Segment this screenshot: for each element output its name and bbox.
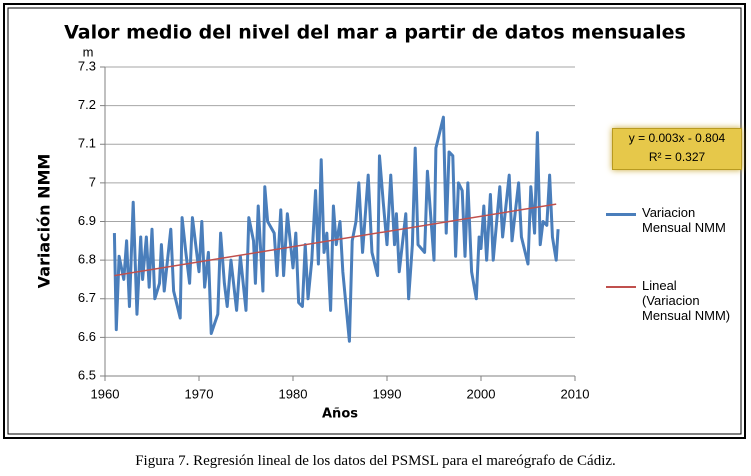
legend-entry: Variacion Mensual NMM (606, 205, 736, 235)
y-tick-label: 7.1 (78, 136, 96, 151)
chart-title: Valor medio del nivel del mar a partir d… (64, 22, 686, 44)
legend-label: Variacion Mensual NMM (642, 205, 726, 235)
y-axis-label: Variación NMM (35, 154, 54, 289)
series-line (114, 203, 557, 277)
legend-label: Lineal (Variacion Mensual NMM) (642, 278, 731, 323)
x-axis-label: Años (322, 407, 358, 422)
x-tick-label: 2000 (467, 386, 496, 401)
series-line (112, 115, 560, 343)
outer-frame (3, 3, 746, 439)
caption: Figura 7. Regresión lineal de los datos … (135, 453, 616, 469)
regression-annotation: y = 0.003x - 0.804 R² = 0.327 (612, 128, 742, 170)
legend-swatch (606, 286, 636, 288)
y-tick-label: 7.3 (78, 58, 96, 73)
x-tick-label: 1990 (373, 386, 402, 401)
x-tick-label: 2010 (561, 386, 590, 401)
y-tick-label: 7 (89, 174, 96, 189)
y-tick-label: 7.2 (78, 97, 96, 112)
x-tick-label: 1960 (91, 386, 120, 401)
legend-swatch (606, 213, 636, 216)
y-tick-label: 6.9 (78, 213, 96, 228)
y-tick-label: 6.6 (78, 329, 96, 344)
annotation-line: y = 0.003x - 0.804 (628, 131, 726, 145)
y-unit: m (83, 44, 94, 59)
y-tick-label: 6.8 (78, 252, 96, 267)
y-tick-label: 6.7 (78, 290, 96, 305)
x-tick-label: 1980 (279, 386, 308, 401)
x-tick-label: 1970 (185, 386, 214, 401)
annotation-line: R² = 0.327 (648, 150, 706, 164)
y-tick-label: 6.5 (78, 367, 96, 382)
legend-entry: Lineal (Variacion Mensual NMM) (606, 278, 736, 323)
inner-frame (7, 7, 742, 435)
